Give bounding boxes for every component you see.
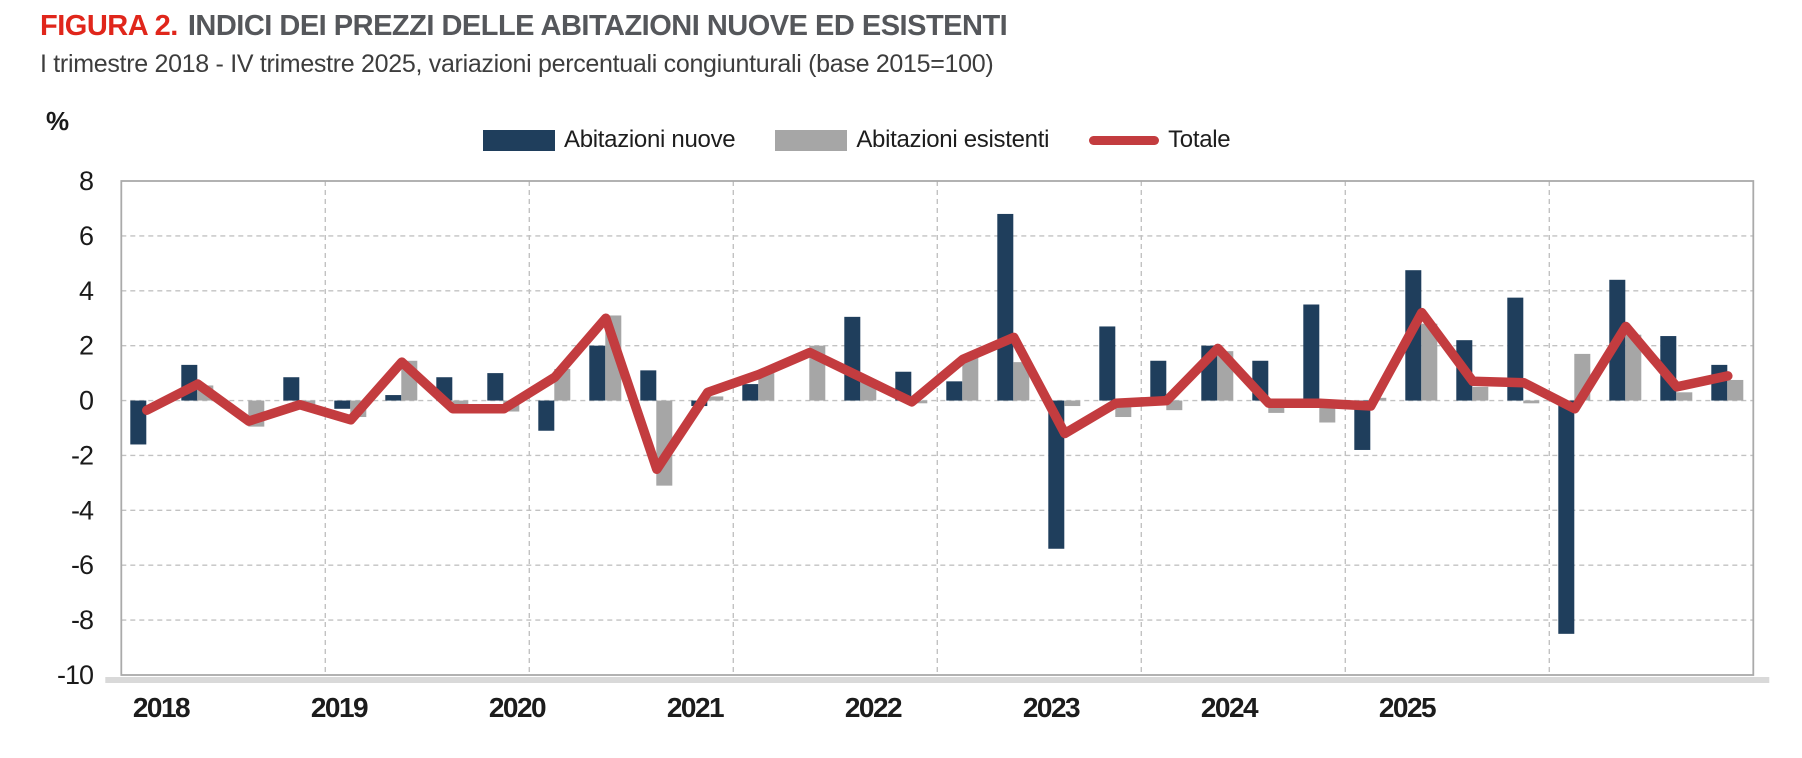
legend-label-esistenti: Abitazioni esistenti: [856, 126, 1050, 153]
y-tick-label: -8: [71, 605, 93, 635]
x-axis-year-label: 2019: [311, 692, 368, 723]
figure-title: FIGURA 2. INDICI DEI PREZZI DELLE ABITAZI…: [40, 10, 1008, 43]
y-tick-label: 0: [79, 386, 93, 416]
bar-nuove-2022-T1: [946, 381, 963, 401]
y-tick-label: -2: [71, 440, 93, 470]
figure-subtitle: I trimestre 2018 - IV trimestre 2025, va…: [40, 50, 994, 78]
bar-esistenti-2020-T4: [707, 396, 724, 401]
bar-esistenti-2021-T4: [911, 400, 928, 404]
bar-nuove-2021-T1: [742, 384, 759, 401]
legend-label-totale: Totale: [1168, 126, 1231, 153]
plot-border: [120, 180, 1755, 676]
x-axis-year-label: 2023: [1023, 692, 1080, 723]
figure-number-label: FIGURA 2.: [40, 10, 178, 42]
bar-nuove-2023-T4: [1303, 304, 1320, 401]
bar-esistenti-2022-T3: [1064, 400, 1081, 407]
chart-legend: Abitazioni nuove Abitazioni esistenti To…: [483, 126, 1231, 154]
bar-esistenti-2025-T2: [1625, 334, 1642, 401]
x-axis-year-label: 2020: [489, 692, 546, 723]
y-tick-label: 8: [79, 166, 93, 196]
y-tick-label: -6: [71, 550, 93, 580]
bar-esistenti-2022-T2: [1013, 362, 1030, 401]
bar-nuove-2019-T1: [334, 400, 351, 409]
y-tick-label: 6: [79, 221, 93, 251]
y-tick-label: -4: [71, 495, 94, 525]
bar-nuove-2020-T2: [589, 345, 606, 401]
bar-nuove-2019-T2: [385, 395, 402, 401]
x-axis-band: [105, 677, 1770, 683]
bar-nuove-2022-T2: [997, 213, 1014, 401]
legend-swatch-esistenti-icon: [775, 129, 848, 151]
legend-item-totale: Totale: [1089, 126, 1231, 154]
bar-nuove-2025-T1: [1558, 400, 1575, 634]
bar-nuove-2022-T3: [1048, 400, 1065, 549]
totale-line: [142, 307, 1733, 474]
bar-nuove-2022-T4: [1099, 326, 1116, 401]
legend-swatch-nuove-icon: [483, 129, 555, 151]
legend-item-abitazioni-nuove: Abitazioni nuove: [483, 126, 736, 154]
x-axis-year-label: 2018: [133, 692, 190, 723]
bar-nuove-2018-T4: [283, 377, 300, 401]
legend-label-nuove: Abitazioni nuove: [564, 126, 736, 153]
bar-nuove-2021-T3: [844, 316, 861, 401]
bar-esistenti-2025-T3: [1676, 392, 1693, 401]
bar-esistenti-2023-T1: [1166, 400, 1183, 411]
bar-nuove-2024-T1: [1354, 400, 1371, 450]
bar-nuove-2024-T4: [1507, 297, 1524, 401]
x-axis-year-label: 2022: [845, 692, 902, 723]
bar-esistenti-2021-T1: [758, 373, 775, 401]
bar-nuove-2019-T4: [487, 373, 504, 401]
x-axis-year-label: 2021: [667, 692, 724, 723]
bar-esistenti-2024-T4: [1523, 400, 1540, 404]
y-axis-unit-label: %: [46, 106, 69, 136]
bar-esistenti-2024-T2: [1421, 323, 1438, 401]
bar-nuove-2020-T3: [640, 370, 657, 401]
figure-title-text: INDICI DEI PREZZI DELLE ABITAZIONI NUOVE…: [187, 10, 1008, 42]
legend-item-abitazioni-esistenti: Abitazioni esistenti: [775, 126, 1049, 154]
bar-esistenti-2022-T1: [962, 358, 979, 401]
bar-esistenti-2025-T4: [1727, 379, 1744, 401]
bar-esistenti-2024-T3: [1472, 386, 1489, 401]
legend-swatch-totale-icon: [1089, 135, 1160, 145]
bar-nuove-2020-T1: [538, 400, 555, 431]
y-tick-label: -10: [57, 660, 93, 690]
x-axis-year-label: 2024: [1201, 692, 1259, 723]
y-tick-label: 4: [79, 276, 94, 306]
x-axis-year-label: 2025: [1379, 692, 1436, 723]
y-tick-label: 2: [79, 331, 93, 361]
bar-nuove-2023-T1: [1150, 360, 1167, 401]
